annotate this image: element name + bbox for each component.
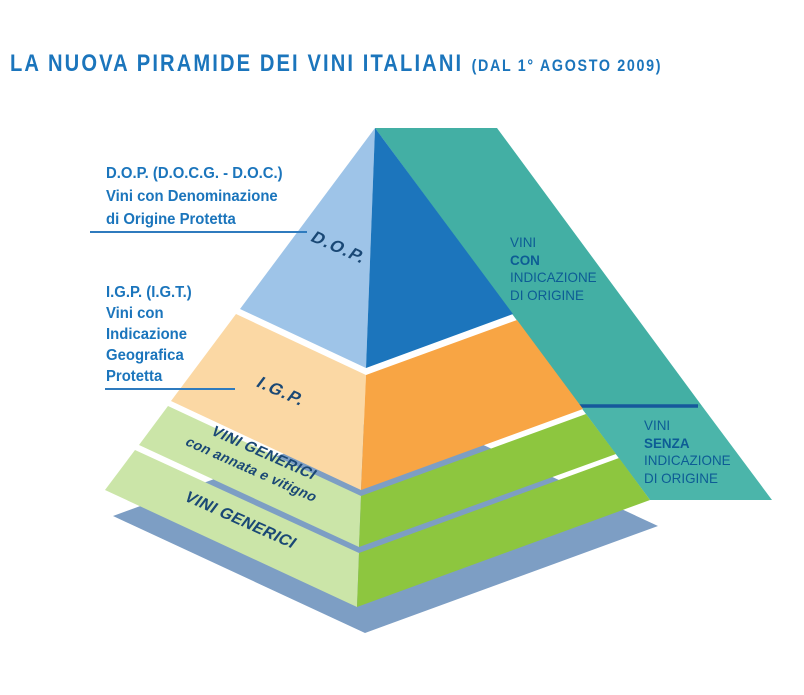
band-lower-shape (580, 406, 772, 500)
band-upper-line-emphasis: CON (510, 251, 540, 268)
igp-annotation-line: Geografica (106, 347, 184, 364)
igp-annotation-heading: I.G.P. (I.G.T.) (106, 284, 192, 301)
band-upper-line: DI ORIGINE (510, 286, 584, 303)
igp-pointer-line (105, 388, 235, 390)
band-lower-line: INDICAZIONE (644, 452, 731, 468)
dop-annotation: D.O.P. (D.O.C.G. - D.O.C.) Vini con Deno… (106, 162, 283, 231)
layer-igp-right-face (361, 320, 583, 490)
layer-generici-annata-right-face (359, 414, 616, 547)
band-lower-line: VINI (644, 417, 671, 433)
igp-annotation-line: Vini con (106, 305, 164, 322)
dop-pointer-line (90, 231, 307, 233)
title-date-text: (DAL 1° AGOSTO 2009) (471, 56, 663, 75)
layer-dop-right-face (366, 128, 513, 368)
layer-generici-right-face (357, 458, 650, 607)
dop-annotation-heading: D.O.P. (D.O.C.G. - D.O.C.) (106, 165, 283, 182)
band-lower-label: VINI SENZA INDICAZIONE DI ORIGINE (644, 417, 731, 487)
igp-annotation-line: Protetta (106, 368, 163, 385)
layer-dop-left-face (240, 128, 375, 368)
layer-generici-left-face (105, 450, 359, 607)
band-upper-label: VINI CON INDICAZIONE DI ORIGINE (510, 234, 597, 304)
band-lower-line-emphasis: SENZA (644, 434, 690, 451)
igp-annotation-line: Indicazione (106, 326, 188, 343)
band-upper-line: INDICAZIONE (510, 269, 597, 285)
layer-generici-annata-left-face (139, 406, 361, 547)
igp-annotation: I.G.P. (I.G.T.) Vini con Indicazione Geo… (106, 282, 192, 387)
title-main-text: LA NUOVA PIRAMIDE DEI VINI ITALIANI (10, 50, 464, 77)
dop-annotation-line: di Origine Protetta (106, 211, 236, 228)
band-lower-line: DI ORIGINE (644, 469, 718, 486)
page-title: LA NUOVA PIRAMIDE DEI VINI ITALIANI (DAL… (10, 50, 662, 78)
dop-annotation-line: Vini con Denominazione (106, 188, 278, 205)
layer-igp-left-face (171, 314, 366, 490)
band-upper-shape (375, 128, 702, 406)
band-upper-line: VINI (510, 234, 537, 250)
